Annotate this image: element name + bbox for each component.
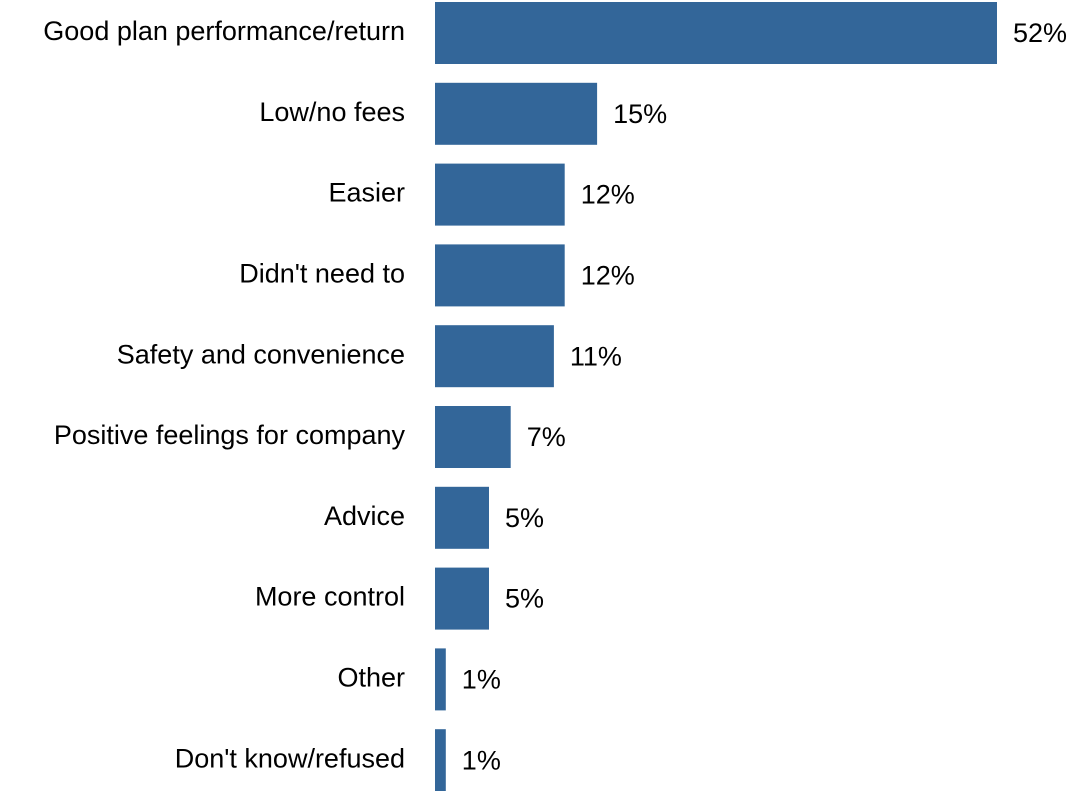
category-label: Good plan performance/return <box>43 16 405 46</box>
bar <box>435 163 565 226</box>
bar <box>435 325 554 388</box>
category-label: Don't know/refused <box>175 743 405 773</box>
value-label: 12% <box>581 261 635 291</box>
value-label: 15% <box>613 99 667 129</box>
bar <box>435 2 997 64</box>
category-label: Low/no fees <box>259 97 405 127</box>
category-label: Positive feelings for company <box>54 420 406 450</box>
value-label: 5% <box>505 503 544 533</box>
bar <box>435 648 446 711</box>
category-label: Didn't need to <box>239 259 405 289</box>
bar <box>435 244 565 307</box>
value-labels-layer: 52% 15% 12% 12% 11% 7% 5% 5% 1% 1% <box>462 18 1067 775</box>
category-label: Safety and convenience <box>117 339 405 369</box>
value-label: 7% <box>527 422 566 452</box>
bars-layer <box>435 2 997 791</box>
bar <box>435 486 489 549</box>
value-label: 5% <box>505 584 544 614</box>
value-label: 12% <box>581 180 635 210</box>
bar <box>435 567 489 630</box>
value-label: 11% <box>570 341 622 371</box>
bar <box>435 406 511 468</box>
category-label: More control <box>255 582 405 612</box>
category-labels-layer: Good plan performance/return Low/no fees E… <box>43 16 405 773</box>
bar <box>435 729 446 791</box>
value-label: 1% <box>462 745 501 775</box>
value-label: 1% <box>462 665 501 695</box>
value-label: 52% <box>1013 18 1067 48</box>
category-label: Other <box>337 663 405 693</box>
bar <box>435 82 598 145</box>
category-label: Advice <box>324 501 405 531</box>
category-label: Easier <box>328 178 405 208</box>
